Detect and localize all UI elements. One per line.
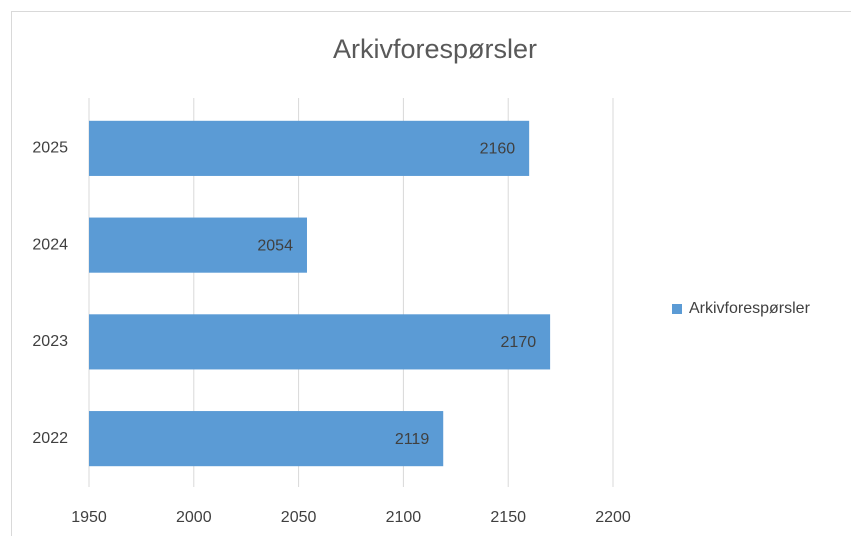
chart-frame: [11, 11, 851, 536]
bar: [89, 120, 530, 176]
data-label: 2170: [501, 334, 537, 351]
bar: [89, 411, 444, 467]
data-label: 2119: [395, 431, 430, 448]
y-tick-label: 2022: [32, 430, 68, 447]
legend-swatch: [672, 304, 682, 314]
x-tick-label: 2050: [281, 509, 317, 526]
y-tick-label: 2023: [32, 333, 68, 350]
y-tick-label: 2025: [32, 140, 68, 157]
chart-title: Arkivforespørsler: [333, 34, 537, 64]
x-tick-label: 2150: [490, 509, 526, 526]
x-tick-label: 2000: [176, 509, 212, 526]
bar: [89, 217, 307, 273]
bar: [89, 314, 551, 370]
data-label: 2160: [480, 141, 516, 158]
y-tick-label: 2024: [32, 236, 68, 253]
x-tick-label: 2100: [386, 509, 422, 526]
x-tick-label: 2200: [595, 509, 631, 526]
x-tick-label: 1950: [71, 509, 107, 526]
data-label: 2054: [257, 237, 293, 254]
legend-label: Arkivforespørsler: [689, 300, 811, 317]
